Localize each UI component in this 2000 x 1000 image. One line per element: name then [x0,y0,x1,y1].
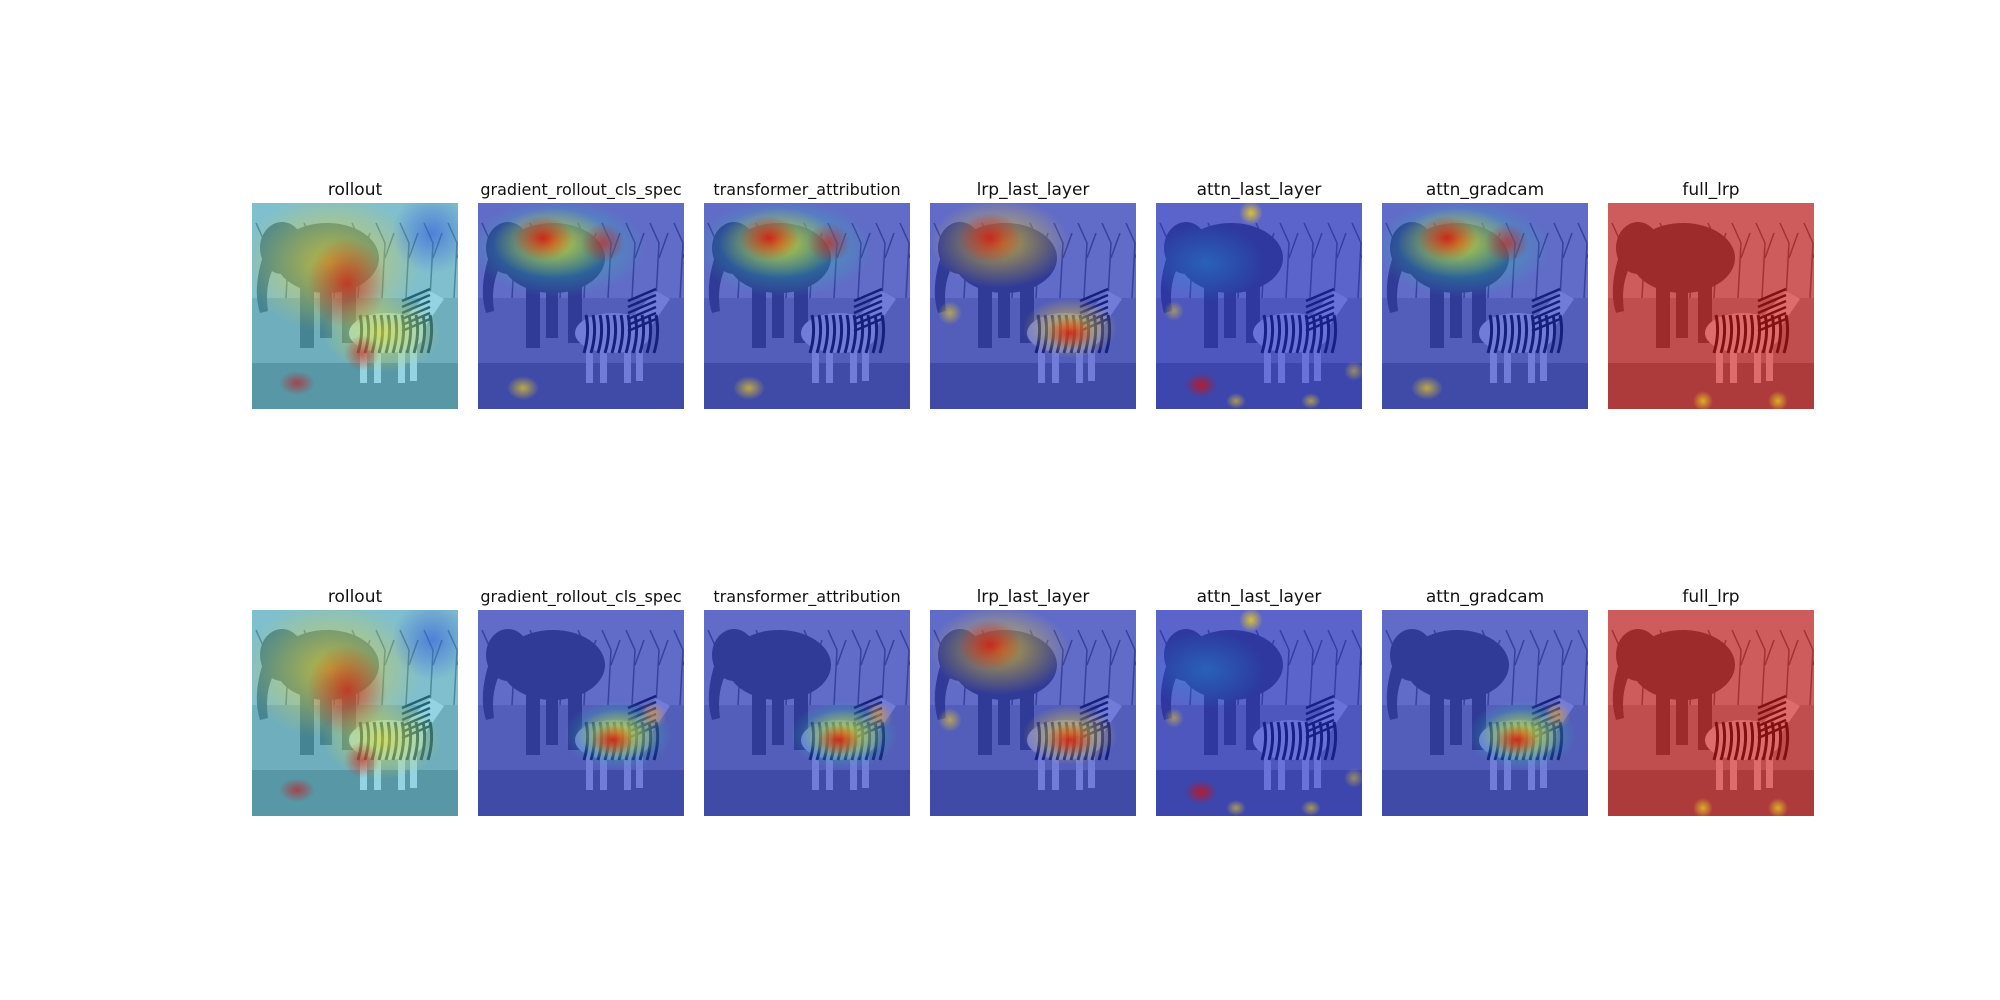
panel-title: full_lrp [1682,180,1740,200]
panel-title: gradient_rollout_cls_spec [480,587,682,606]
panel-title: rollout [327,180,383,200]
panel-title: lrp_last_layer [976,180,1090,200]
heatmap-image [1382,610,1588,816]
panel-title: attn_last_layer [1196,587,1322,607]
heatmap-image [252,610,458,816]
panel-title: full_lrp [1682,587,1740,607]
heatmap-image [1608,203,1814,409]
panel-title: transformer_attribution [713,587,901,606]
panel-title: attn_last_layer [1196,180,1322,200]
heatmap-image [478,610,684,816]
heatmap-image [930,610,1136,816]
panel-title: attn_gradcam [1425,587,1545,607]
panel-title: attn_gradcam [1425,180,1545,200]
panel-title: transformer_attribution [713,180,901,199]
heatmap-image [1382,203,1588,409]
panel-title: lrp_last_layer [976,587,1090,607]
heatmap-image [252,203,458,409]
heatmap-image [1156,610,1362,816]
heatmap-image [1608,610,1814,816]
heatmap-image [704,610,910,816]
heatmap-image [704,203,910,409]
heatmap-image [930,203,1136,409]
heatmap-image [478,203,684,409]
panel-title: rollout [327,587,383,607]
panel-title: gradient_rollout_cls_spec [480,180,682,199]
heatmap-image [1156,203,1362,409]
